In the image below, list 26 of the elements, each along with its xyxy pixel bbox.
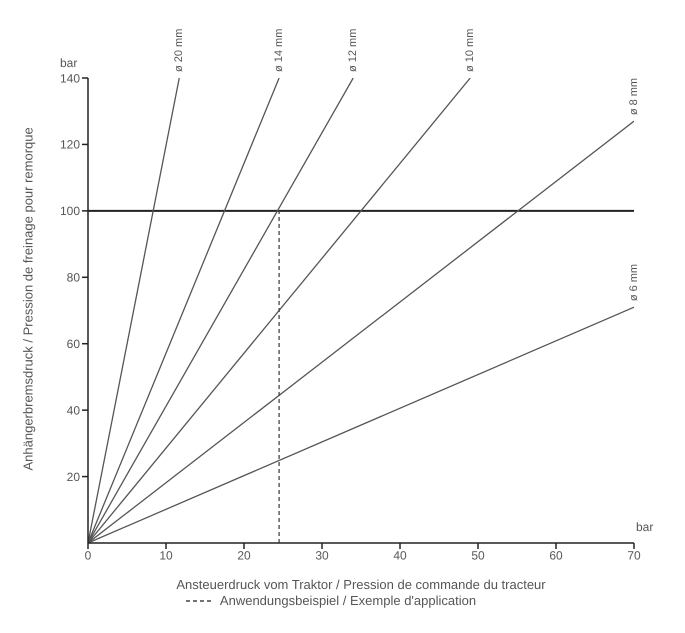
y-tick-label: 100 (60, 204, 80, 218)
y-tick-label: 80 (66, 270, 80, 285)
x-tick-label: 40 (393, 548, 407, 563)
text: bar (60, 56, 78, 70)
x-tick-label: 20 (237, 548, 251, 563)
y-tick-label: 60 (66, 336, 80, 351)
y-axis-title: Anhängerbremsdruck / Pression de freinage pour remorque (20, 127, 36, 470)
text: ø 8 mm (628, 78, 640, 116)
x-tick-label: 30 (315, 548, 329, 563)
x-tick-label: 0 (84, 548, 92, 563)
x-tick-label: 70 (627, 548, 641, 563)
x-axis-title: Ansteuerdruck vom Traktor / Pression de commande du tracteur (176, 577, 546, 592)
text: ø 20 mm (173, 28, 186, 72)
y-tick-label: 120 (60, 138, 80, 152)
text: ø 10 mm (464, 28, 476, 72)
text: ø 6 mm (628, 264, 640, 302)
x-tick-label: 60 (549, 548, 563, 563)
y-tick-label: 40 (66, 403, 80, 418)
text: ø 12 mm (347, 28, 360, 72)
legend-label: Anwendungsbeispiel / Exemple d'application (220, 593, 476, 608)
text: ø 14 mm (273, 28, 286, 72)
y-tick-label: 20 (66, 470, 80, 484)
y-tick-label: 140 (60, 71, 80, 86)
x-tick-label: 10 (159, 548, 173, 563)
text: bar (636, 520, 654, 534)
x-tick-label: 50 (471, 548, 485, 563)
